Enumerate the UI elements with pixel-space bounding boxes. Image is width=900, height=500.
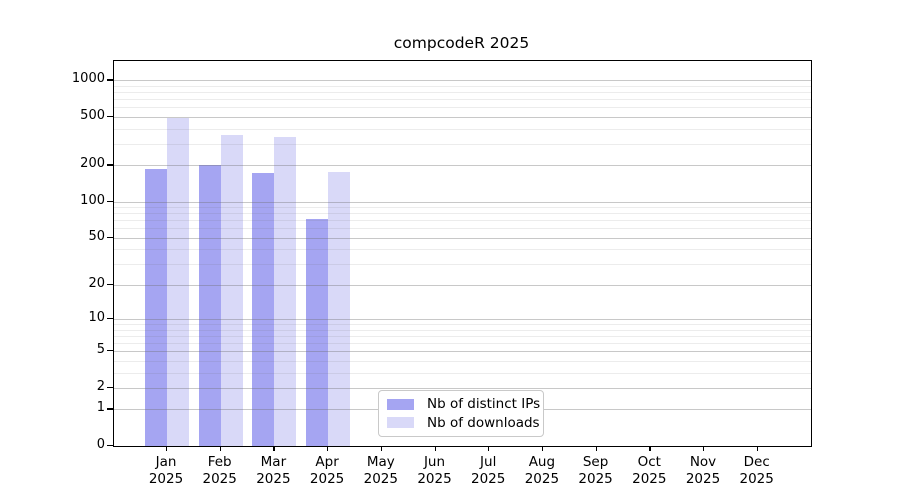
y-tick-label-5: 5 [96,342,105,358]
legend: Nb of distinct IPs Nb of downloads [378,390,544,437]
bar-nb-of-distinct-ips-feb [198,165,221,446]
y-tick-mark [107,408,113,410]
bar-nb-of-distinct-ips-apr [306,218,329,446]
x-tick-mark-nov [703,446,705,451]
gridline-minor [114,228,811,230]
x-tick-mark-sep [595,446,597,451]
x-tick-label-apr: Apr 2025 [309,454,345,487]
bar-nb-of-distinct-ips-mar [252,172,275,446]
x-tick-label-sep: Sep 2025 [578,454,613,487]
x-tick-mark-jul [488,446,490,451]
x-tick-mark-mar [273,446,275,451]
y-tick-label-20: 20 [88,275,105,291]
bar-nb-of-downloads-jan [167,117,189,446]
x-tick-label-jul: Jul 2025 [471,454,506,487]
y-tick-mark [107,445,113,447]
gridline-minor [114,85,811,87]
gridline-minor [114,99,811,101]
gridline-minor [114,264,811,266]
y-tick-label-200: 200 [80,156,105,172]
bar-nb-of-distinct-ips-jan [145,169,167,446]
chart-title: compcodeR 2025 [393,34,530,52]
gridline-minor [114,143,811,145]
gridline-minor [114,372,811,374]
bars-layer [114,61,811,446]
x-tick-label-dec: Dec 2025 [739,454,774,487]
gridlines-layer [114,61,811,446]
legend-label-distinct-ips: Nb of distinct IPs [427,396,541,413]
legend-swatch-distinct-ips [387,398,414,410]
y-tick-mark [107,236,113,239]
gridline-minor [114,107,811,109]
gridline-minor [114,213,811,215]
gridline-major [114,351,811,353]
x-tick-mark-jun [434,446,436,451]
legend-item-distinct-ips: Nb of distinct IPs [387,395,540,414]
y-tick-mark [107,115,113,118]
gridline-major [114,387,811,389]
gridline-minor [114,220,811,222]
legend-item-downloads: Nb of downloads [387,414,540,433]
y-tick-label-100: 100 [80,192,105,208]
legend-label-downloads: Nb of downloads [427,414,540,431]
y-tick-mark [107,200,113,202]
gridline-major [114,116,811,118]
x-tick-label-jun: Jun 2025 [417,454,452,487]
y-tick-mark [107,283,113,286]
bar-nb-of-downloads-apr [328,172,351,446]
x-tick-mark-apr [327,446,329,451]
x-tick-label-nov: Nov 2025 [685,454,721,487]
x-tick-label-feb: Feb 2025 [202,454,237,487]
x-tick-label-jan: Jan 2025 [148,454,184,487]
y-tick-label-1: 1 [96,400,105,416]
gridline-minor [114,360,811,362]
gridline-major [114,201,811,203]
gridline-minor [114,335,811,337]
legend-swatch-downloads [387,417,414,429]
bar-nb-of-downloads-mar [274,137,297,446]
gridline-major [114,237,811,239]
x-tick-mark-oct [649,446,651,451]
gridline-minor [114,342,811,344]
plot-area [113,60,812,447]
x-tick-mark-feb [219,446,221,451]
x-tick-mark-may [380,446,383,451]
x-tick-label-may: May 2025 [363,454,398,487]
gridline-minor [114,92,811,94]
gridline-major [114,80,811,82]
gridline-major [114,165,811,167]
gridline-minor [114,128,811,130]
gridline-minor [114,324,811,326]
y-tick-label-2: 2 [96,378,105,394]
y-tick-label-50: 50 [88,228,105,244]
gridline-major [114,284,811,286]
gridline-major [114,319,811,321]
x-tick-label-aug: Aug 2025 [524,454,560,487]
y-tick-mark [107,318,113,320]
gridline-minor [114,329,811,331]
y-tick-mark [107,164,113,166]
y-tick-mark [107,386,113,389]
y-tick-label-10: 10 [88,310,105,326]
x-tick-mark-aug [541,446,544,451]
x-tick-mark-dec [756,446,758,451]
y-tick-label-1000: 1000 [71,71,105,87]
y-tick-label-0: 0 [96,437,105,452]
y-tick-mark [107,79,113,81]
y-tick-label-500: 500 [80,107,105,123]
x-tick-mark-jan [166,446,168,451]
bar-nb-of-downloads-feb [220,135,243,446]
x-tick-label-oct: Oct 2025 [632,454,667,487]
y-tick-mark [107,350,113,352]
gridline-minor [114,249,811,251]
x-tick-label-mar: Mar 2025 [256,454,291,487]
gridline-minor [114,207,811,209]
